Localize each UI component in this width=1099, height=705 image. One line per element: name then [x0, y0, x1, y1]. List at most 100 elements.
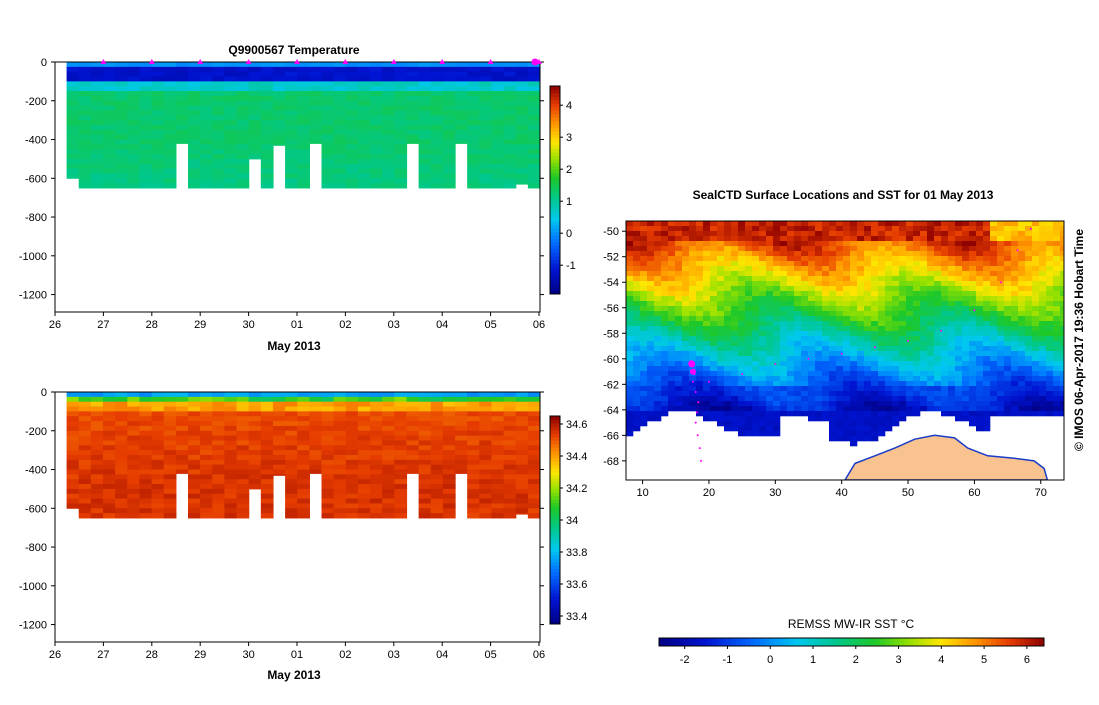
sst-cell	[892, 376, 900, 382]
sst-cell	[738, 341, 746, 347]
sst-colorbar-step	[808, 638, 814, 646]
sst-cell	[934, 296, 942, 302]
sst-cell	[724, 386, 732, 392]
sst-cell	[647, 361, 655, 367]
sst-cell	[843, 301, 851, 307]
sst-cell	[941, 361, 949, 367]
profile-cell	[285, 416, 298, 422]
profile-marker	[100, 59, 107, 64]
profile-cell	[406, 100, 420, 107]
profile-cell	[309, 401, 323, 408]
sst-cell	[913, 266, 921, 272]
sst-cell	[689, 261, 697, 267]
sst-cell	[759, 426, 767, 432]
profile-cell	[321, 445, 335, 451]
profile-cell	[224, 513, 238, 519]
profile-cell	[187, 401, 201, 408]
sst-cell	[808, 326, 816, 332]
profile-cell	[333, 120, 347, 126]
sst-cell	[801, 311, 809, 317]
profile-cell	[115, 76, 128, 82]
sst-cell	[703, 416, 711, 422]
profile-column	[175, 392, 189, 474]
sst-cell	[913, 236, 921, 242]
profile-cell	[333, 158, 347, 165]
profile-cell	[78, 508, 92, 514]
colorbar-step	[550, 207, 560, 212]
sst-cell	[927, 276, 935, 282]
sst-cell	[857, 241, 865, 247]
colorbar-step	[550, 592, 560, 597]
sst-cell	[927, 311, 935, 317]
profile-cell	[418, 76, 432, 82]
profile-cell	[491, 484, 505, 490]
sst-cell	[1060, 391, 1064, 397]
profile-cell	[78, 183, 92, 189]
sst-cell	[1046, 371, 1054, 377]
sst-cell	[731, 341, 739, 347]
profile-cell	[503, 149, 517, 155]
map-y-tick-label: -68	[603, 456, 619, 468]
profile-column	[479, 62, 493, 189]
profile-cell	[127, 183, 141, 189]
profile-cell	[309, 66, 323, 73]
sst-cell	[731, 306, 739, 312]
profile-cell	[503, 411, 517, 417]
profile-cell	[187, 66, 201, 73]
sst-cell	[934, 271, 942, 277]
sst-cell	[1018, 231, 1026, 237]
profile-cell	[66, 71, 80, 78]
profile-cell	[430, 469, 444, 475]
profile-cell	[187, 450, 201, 456]
profile-cell	[90, 440, 104, 446]
sst-cell	[822, 311, 830, 317]
sst-cell	[976, 381, 984, 387]
seal-track-point	[697, 401, 700, 404]
profile-cell	[309, 406, 323, 412]
sst-cell	[773, 416, 781, 422]
profile-cell	[163, 445, 177, 451]
sst-cell	[829, 406, 837, 412]
sst-cell	[885, 391, 893, 397]
sst-cell	[941, 296, 949, 302]
sst-cell	[745, 301, 753, 307]
sst-cell	[703, 381, 711, 387]
profile-cell	[321, 120, 335, 126]
sst-cell	[1060, 266, 1064, 272]
colorbar-step	[550, 506, 560, 511]
sst-cell	[787, 221, 795, 227]
profile-cell	[370, 76, 383, 82]
sst-cell	[689, 351, 697, 357]
sst-cell	[808, 281, 816, 287]
profile-cell	[200, 173, 213, 179]
sst-cell	[689, 381, 697, 387]
sst-cell	[990, 241, 998, 247]
profile-cell	[370, 95, 383, 102]
sst-cell	[934, 336, 942, 342]
profile-cell	[187, 488, 201, 495]
profile-cell	[115, 401, 128, 408]
sst-colorbar-tick-label: 6	[1024, 654, 1030, 666]
profile-cell	[527, 110, 540, 116]
sst-cell	[955, 321, 963, 327]
sst-cell	[815, 281, 823, 287]
profile-cell	[527, 503, 540, 509]
sst-cell	[948, 221, 956, 227]
sst-cell	[1018, 351, 1026, 357]
sst-cell	[801, 361, 809, 367]
sst-cell	[899, 416, 907, 422]
profile-cell	[187, 406, 201, 412]
profile-column	[127, 62, 141, 189]
sst-cell	[703, 226, 711, 232]
sst-cell	[724, 391, 732, 397]
profile-cell	[357, 154, 371, 160]
sst-cell	[850, 381, 858, 387]
sst-cell	[696, 381, 704, 387]
sst-cell	[738, 401, 746, 407]
colorbar-step	[550, 127, 560, 132]
sst-cell	[808, 261, 816, 267]
sst-cell	[885, 241, 893, 247]
profile-cell	[406, 115, 420, 121]
sst-cell	[668, 311, 676, 317]
sst-colorbar-tick-label: 0	[767, 654, 773, 666]
